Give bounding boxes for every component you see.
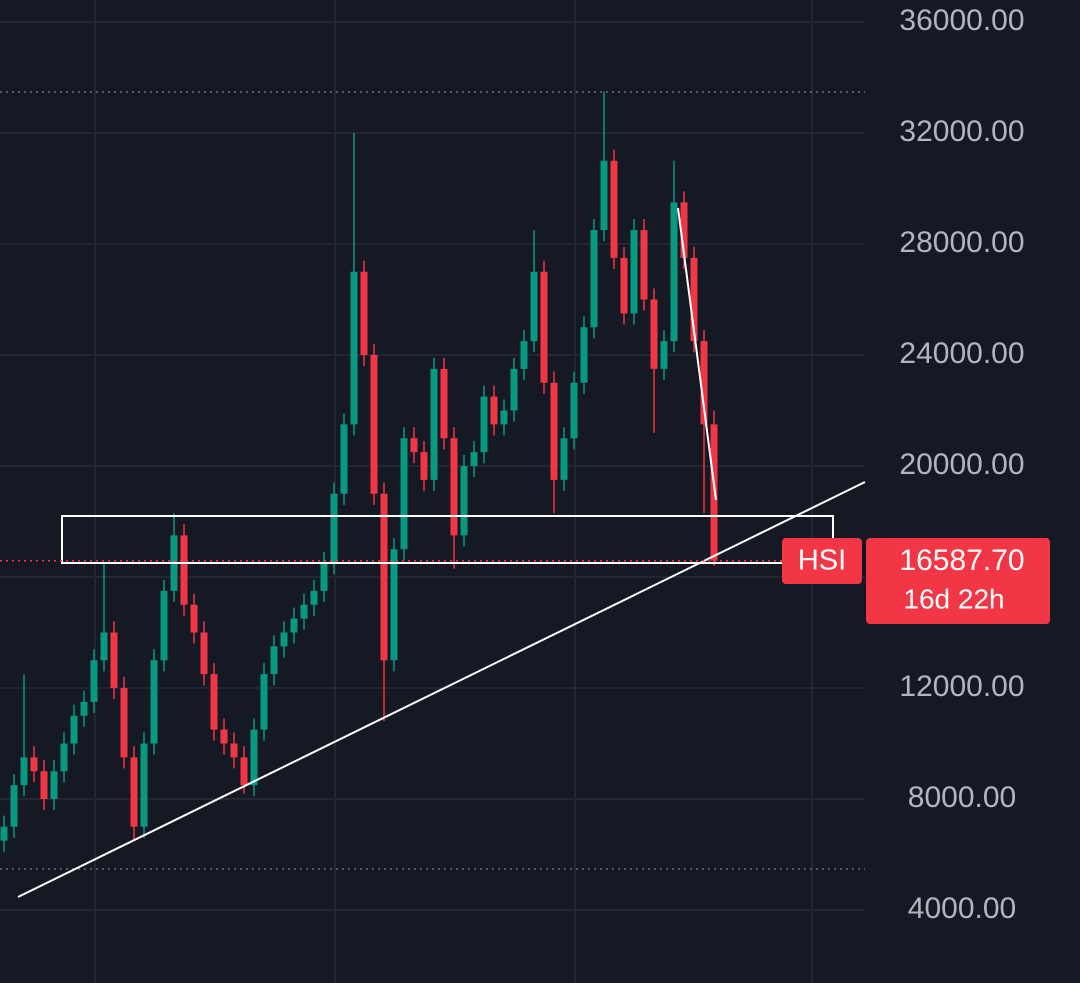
candle-body	[360, 271, 368, 355]
candle-body	[700, 341, 708, 425]
countdown: 16d 22h	[903, 583, 1004, 614]
candle-body	[100, 632, 108, 661]
candle-body	[30, 757, 38, 772]
candle-body	[330, 493, 338, 564]
candle-body	[370, 354, 378, 494]
candle-body	[600, 160, 608, 231]
candle-body	[50, 771, 58, 799]
trend-line	[677, 207, 717, 501]
candle-body	[190, 604, 198, 633]
candle-body	[180, 535, 188, 605]
y-tick-label: 24000.00	[899, 337, 1024, 370]
candles	[0, 91, 718, 852]
candle-body	[690, 257, 698, 342]
candle-body	[60, 743, 68, 772]
candle-body	[520, 341, 528, 369]
y-tick-label: 4000.00	[908, 892, 1016, 925]
candle-body	[230, 743, 238, 758]
candle-body	[500, 410, 508, 425]
candle-body	[160, 590, 168, 661]
candle-body	[640, 230, 648, 300]
candle-body	[320, 563, 328, 591]
candle-body	[20, 757, 28, 786]
trend-line	[17, 481, 866, 898]
candle-body	[460, 465, 468, 536]
candle-body	[110, 632, 118, 688]
candle-body	[670, 202, 678, 342]
candle-body	[80, 701, 88, 716]
candle-body	[300, 604, 308, 619]
candle-body	[530, 271, 538, 342]
candle-body	[350, 271, 358, 425]
candle-body	[0, 826, 8, 841]
candle-body	[270, 646, 278, 675]
candle-body	[580, 327, 588, 383]
candle-body	[290, 618, 298, 633]
y-tick-label: 20000.00	[899, 448, 1024, 481]
candle-body	[280, 632, 288, 647]
candle-body	[540, 271, 548, 383]
candle-body	[550, 382, 558, 480]
candle-body	[440, 368, 448, 439]
candle-body	[150, 660, 158, 744]
grid	[0, 0, 865, 983]
candle-body	[250, 729, 258, 786]
y-tick-label: 28000.00	[899, 226, 1024, 259]
candle-body	[120, 687, 128, 758]
candle-body	[240, 757, 248, 786]
candle-body	[560, 438, 568, 480]
candle-body	[70, 715, 78, 744]
candle-body	[210, 674, 218, 730]
y-tick-label: 8000.00	[908, 781, 1016, 814]
candle-body	[490, 396, 498, 425]
candle-body	[380, 493, 388, 661]
candle-body	[510, 368, 518, 411]
candle-body	[130, 757, 138, 827]
candle-body	[200, 632, 208, 675]
last-price: HSI 16587.70 16d 22h	[782, 538, 1050, 624]
y-tick-label: 32000.00	[899, 115, 1024, 148]
candle-body	[480, 396, 488, 453]
candle-body	[630, 230, 638, 314]
candle-body	[620, 257, 628, 314]
candle-body	[90, 660, 98, 702]
candle-body	[610, 160, 618, 258]
last-price-label: 16587.70	[899, 544, 1024, 577]
candle-body	[390, 549, 398, 661]
symbol-label: HSI	[798, 545, 846, 577]
candle-body	[650, 299, 658, 369]
candle-body	[410, 438, 418, 453]
candle-body	[680, 202, 688, 258]
candle-body	[420, 452, 428, 480]
candle-body	[40, 771, 48, 799]
candle-body	[570, 382, 578, 439]
candle-body	[400, 438, 408, 550]
candle-body	[140, 743, 148, 827]
y-tick-label: 12000.00	[899, 670, 1024, 703]
symbol-badge	[782, 538, 862, 584]
candle-body	[10, 785, 18, 827]
candle-body	[310, 590, 318, 605]
candle-body	[260, 674, 268, 730]
candle-body	[590, 230, 598, 328]
candle-body	[450, 438, 458, 536]
candle-body	[710, 424, 718, 561]
candle-body	[470, 452, 478, 466]
candle-body	[430, 368, 438, 480]
candle-body	[340, 424, 348, 494]
price-badge	[866, 538, 1050, 624]
candle-body	[660, 341, 668, 369]
candle-body	[220, 729, 228, 744]
y-tick-label: 36000.00	[899, 4, 1024, 37]
price-axis: 36000.00 32000.00 28000.00 24000.00 20000.00…	[899, 4, 1024, 925]
